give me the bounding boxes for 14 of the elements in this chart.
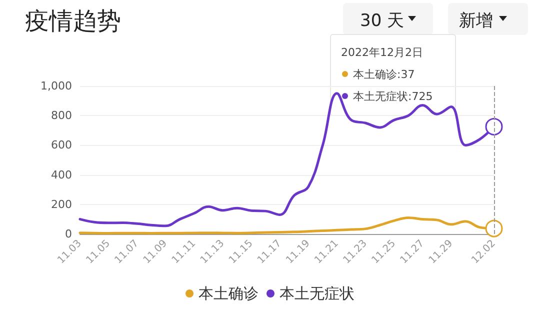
y-tick-label: 600	[51, 138, 72, 152]
y-tick-label: 800	[51, 109, 72, 122]
legend-label: 本土无症状	[280, 284, 354, 302]
y-tick-label: 0	[65, 228, 72, 240]
text: 本土确诊:37	[353, 67, 415, 82]
annotation: 本土无症状:725	[353, 89, 433, 104]
y-tick-label: 1,000	[40, 80, 72, 92]
text: 2022年12月2日	[341, 45, 423, 60]
y-tick-label: 200	[51, 198, 72, 211]
chart-title: 疫情趋势	[25, 7, 121, 35]
y-tick-label: 400	[51, 168, 72, 182]
legend-label: 本土确诊	[198, 284, 258, 302]
text: 新增	[459, 10, 493, 32]
text: 30 天	[360, 10, 404, 32]
